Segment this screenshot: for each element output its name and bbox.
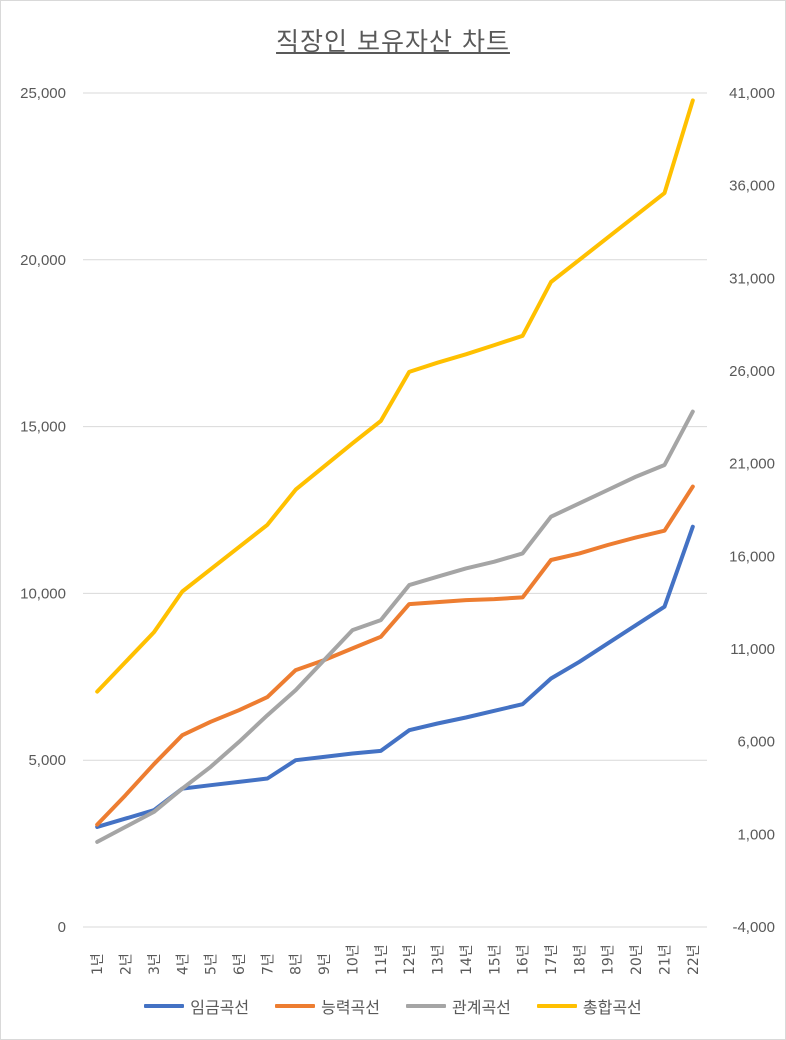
x-tick-label: 9년 — [317, 953, 333, 975]
x-tick-label: 11년 — [374, 944, 390, 975]
x-tick-label: 8년 — [289, 953, 305, 975]
primary-y-tick-label: 5,000 — [28, 752, 66, 769]
x-tick-label: 13년 — [431, 944, 447, 975]
x-tick-label: 15년 — [487, 944, 503, 975]
series-line — [95, 409, 695, 844]
secondary-y-tick-label: 16,000 — [729, 548, 775, 565]
x-tick-label: 17년 — [544, 944, 560, 975]
x-tick-label: 22년 — [686, 944, 702, 975]
x-tick-label: 19년 — [601, 944, 617, 975]
primary-y-tick-label: 25,000 — [20, 85, 66, 102]
legend-item: 관계곡선 — [406, 994, 511, 1018]
x-tick-label: 20년 — [629, 944, 645, 975]
chart-title: 직장인 보유자산 차트 — [276, 27, 510, 56]
x-tick-label: 2년 — [119, 953, 135, 975]
x-axis-categories: 1년 2년 3년 4년 5년 6년 7년 8년 9년 10년 11년 12년 13년 14년 15년 16년 1… — [90, 944, 702, 975]
legend-item: 임금곡선 — [144, 994, 249, 1018]
x-tick-label: 12년 — [402, 944, 418, 975]
secondary-y-tick-label: 31,000 — [729, 270, 775, 287]
legend-swatch — [144, 1004, 185, 1008]
legend-item: 능력곡선 — [275, 994, 380, 1018]
legend-swatch — [406, 1004, 446, 1008]
secondary-y-tick-label: 11,000 — [730, 641, 775, 658]
legend-label: 총합곡선 — [582, 998, 642, 1017]
secondary-y-tick-label: -4,000 — [732, 919, 775, 936]
secondary-y-tick-label: 6,000 — [737, 734, 775, 751]
x-tick-label: 5년 — [204, 953, 220, 975]
x-tick-label: 21년 — [657, 944, 673, 975]
secondary-y-tick-label: 21,000 — [729, 456, 775, 473]
secondary-y-tick-label: 36,000 — [729, 178, 775, 195]
x-tick-label: 1년 — [90, 953, 106, 975]
x-tick-label: 3년 — [147, 953, 163, 975]
x-tick-label: 16년 — [516, 944, 532, 975]
legend-swatch — [275, 1004, 316, 1008]
primary-y-tick-label: 0 — [58, 919, 66, 936]
series-관계곡선 — [95, 409, 695, 844]
series-임금곡선 — [95, 524, 695, 829]
series-line — [95, 98, 695, 694]
secondary-y-axis: -4,000 1,000 6,000 11,000 16,000 21,000 26,000… — [729, 85, 775, 936]
chart-legend: 임금곡선 능력곡선 관계곡선 총합곡선 — [0, 994, 786, 1018]
legend-label: 임금곡선 — [190, 998, 250, 1017]
x-tick-label: 6년 — [232, 953, 248, 975]
legend-swatch — [536, 1004, 577, 1008]
series-능력곡선 — [95, 484, 695, 827]
secondary-y-tick-label: 1,000 — [737, 826, 775, 843]
series-line — [95, 524, 695, 829]
secondary-y-tick-label: 26,000 — [729, 363, 775, 380]
legend-item: 총합곡선 — [536, 994, 642, 1018]
primary-y-tick-label: 10,000 — [20, 585, 66, 602]
secondary-y-tick-label: 41,000 — [729, 85, 775, 102]
series-총합곡선 — [95, 98, 695, 694]
legend-label: 관계곡선 — [452, 998, 511, 1017]
x-tick-label: 18년 — [572, 944, 588, 975]
series-lines — [95, 98, 695, 844]
legend-label: 능력곡선 — [321, 998, 380, 1017]
primary-y-axis: 0 5,000 10,000 15,000 20,000 25,000 — [20, 85, 66, 936]
x-tick-label: 10년 — [345, 944, 361, 975]
series-line — [95, 484, 695, 827]
primary-y-tick-label: 15,000 — [20, 419, 66, 436]
primary-y-tick-label: 20,000 — [20, 252, 66, 269]
x-tick-label: 7년 — [260, 953, 276, 975]
x-tick-label: 14년 — [459, 944, 475, 975]
gridlines — [83, 92, 707, 928]
x-tick-label: 4년 — [175, 953, 191, 975]
